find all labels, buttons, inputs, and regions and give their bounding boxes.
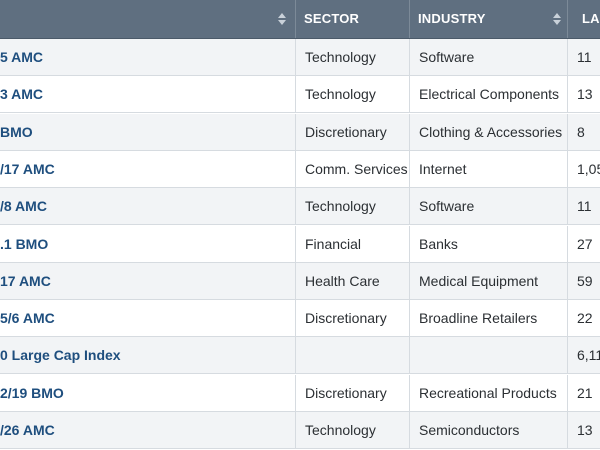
row-last-price: 13	[577, 422, 593, 438]
row-name-link[interactable]: 5/6 AMC	[0, 300, 296, 337]
table-row[interactable]: BMO Discretionary Clothing & Accessories 8	[0, 113, 600, 151]
row-name-link[interactable]: 0 Large Cap Index	[0, 337, 296, 374]
sort-icon[interactable]	[553, 13, 561, 25]
row-industry: Recreational Products	[410, 374, 568, 411]
row-name-link[interactable]: /17 AMC	[0, 150, 296, 187]
row-name-link[interactable]: 2/19 BMO	[0, 374, 296, 411]
row-name-link[interactable]: /26 AMC	[0, 412, 296, 448]
table-row[interactable]: 5/6 AMC Discretionary Broadline Retailers 2…	[0, 300, 600, 338]
row-sector: Discretionary	[296, 113, 410, 150]
column-header-sector[interactable]: SECTOR	[296, 0, 410, 38]
table-row[interactable]: 3 AMC Technology Electrical Components 13	[0, 76, 600, 114]
table-row[interactable]: .1 BMO Financial Banks 27	[0, 225, 600, 263]
row-industry: Electrical Components	[410, 76, 568, 113]
row-sector: Technology	[296, 76, 410, 113]
row-last-price: 6,11	[577, 347, 600, 364]
table-row[interactable]: /8 AMC Technology Software 11	[0, 188, 600, 226]
row-sector: Discretionary	[296, 300, 410, 337]
row-industry: Broadline Retailers	[410, 300, 568, 337]
column-header-industry[interactable]: INDUSTRY	[410, 0, 568, 38]
row-sector: Comm. Services	[296, 150, 410, 187]
table-row[interactable]: 2/19 BMO Discretionary Recreational Produc…	[0, 374, 600, 412]
row-name-link[interactable]: .1 BMO	[0, 225, 296, 262]
row-last-price: 21	[577, 384, 593, 401]
column-header-name[interactable]	[0, 0, 296, 38]
row-last-price: 27	[577, 235, 593, 252]
row-industry: Internet	[410, 150, 568, 187]
row-name-link[interactable]: /8 AMC	[0, 188, 296, 225]
row-industry: Clothing & Accessories	[410, 113, 568, 150]
row-last-price: 8	[577, 123, 585, 140]
column-header-label: SECTOR	[304, 11, 360, 26]
row-industry: Software	[410, 39, 568, 75]
row-industry: Software	[410, 188, 568, 225]
row-last-price: 22	[577, 310, 593, 327]
column-header-label: LA	[582, 11, 600, 26]
row-last-price: 59	[577, 272, 593, 289]
sort-icon[interactable]	[278, 13, 286, 25]
row-last-price: 1,05	[577, 160, 600, 177]
row-sector: Health Care	[296, 262, 410, 299]
table-row[interactable]: 17 AMC Health Care Medical Equipment 59	[0, 262, 600, 300]
row-sector: Financial	[296, 225, 410, 262]
row-sector: Technology	[296, 39, 410, 75]
row-sector: Technology	[296, 188, 410, 225]
table-header: SECTOR INDUSTRY LA	[0, 0, 600, 39]
table-row[interactable]: 5 AMC Technology Software 11	[0, 39, 600, 76]
row-sector	[296, 337, 410, 374]
row-industry: Medical Equipment	[410, 262, 568, 299]
row-sector: Discretionary	[296, 374, 410, 411]
row-industry: Banks	[410, 225, 568, 262]
row-last-price: 11	[577, 49, 592, 65]
row-last-price: 13	[577, 86, 593, 103]
row-industry: Semiconductors	[410, 412, 568, 448]
row-industry	[410, 337, 568, 374]
row-name-link[interactable]: BMO	[0, 113, 296, 150]
table-row[interactable]: /26 AMC Technology Semiconductors 13	[0, 412, 600, 449]
row-last-price: 11	[577, 198, 592, 215]
column-header-label: INDUSTRY	[418, 11, 486, 26]
row-name-link[interactable]: 3 AMC	[0, 76, 296, 113]
row-name-link[interactable]: 17 AMC	[0, 262, 296, 299]
row-sector: Technology	[296, 412, 410, 448]
row-name-link[interactable]: 5 AMC	[0, 39, 296, 75]
column-header-last[interactable]: LA	[568, 0, 600, 38]
table-row[interactable]: 0 Large Cap Index 6,11	[0, 337, 600, 375]
